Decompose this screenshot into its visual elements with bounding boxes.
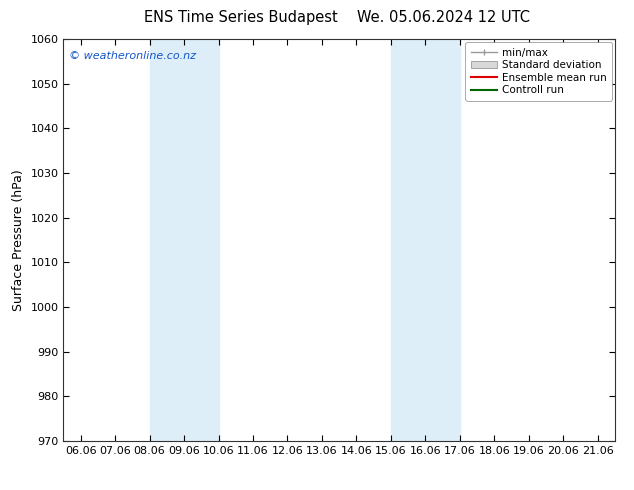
Legend: min/max, Standard deviation, Ensemble mean run, Controll run: min/max, Standard deviation, Ensemble me… xyxy=(465,42,612,100)
Y-axis label: Surface Pressure (hPa): Surface Pressure (hPa) xyxy=(12,169,25,311)
Bar xyxy=(391,39,460,441)
Text: We. 05.06.2024 12 UTC: We. 05.06.2024 12 UTC xyxy=(358,10,530,25)
Bar xyxy=(150,39,219,441)
Text: ENS Time Series Budapest: ENS Time Series Budapest xyxy=(144,10,338,25)
Text: © weatheronline.co.nz: © weatheronline.co.nz xyxy=(69,51,196,61)
